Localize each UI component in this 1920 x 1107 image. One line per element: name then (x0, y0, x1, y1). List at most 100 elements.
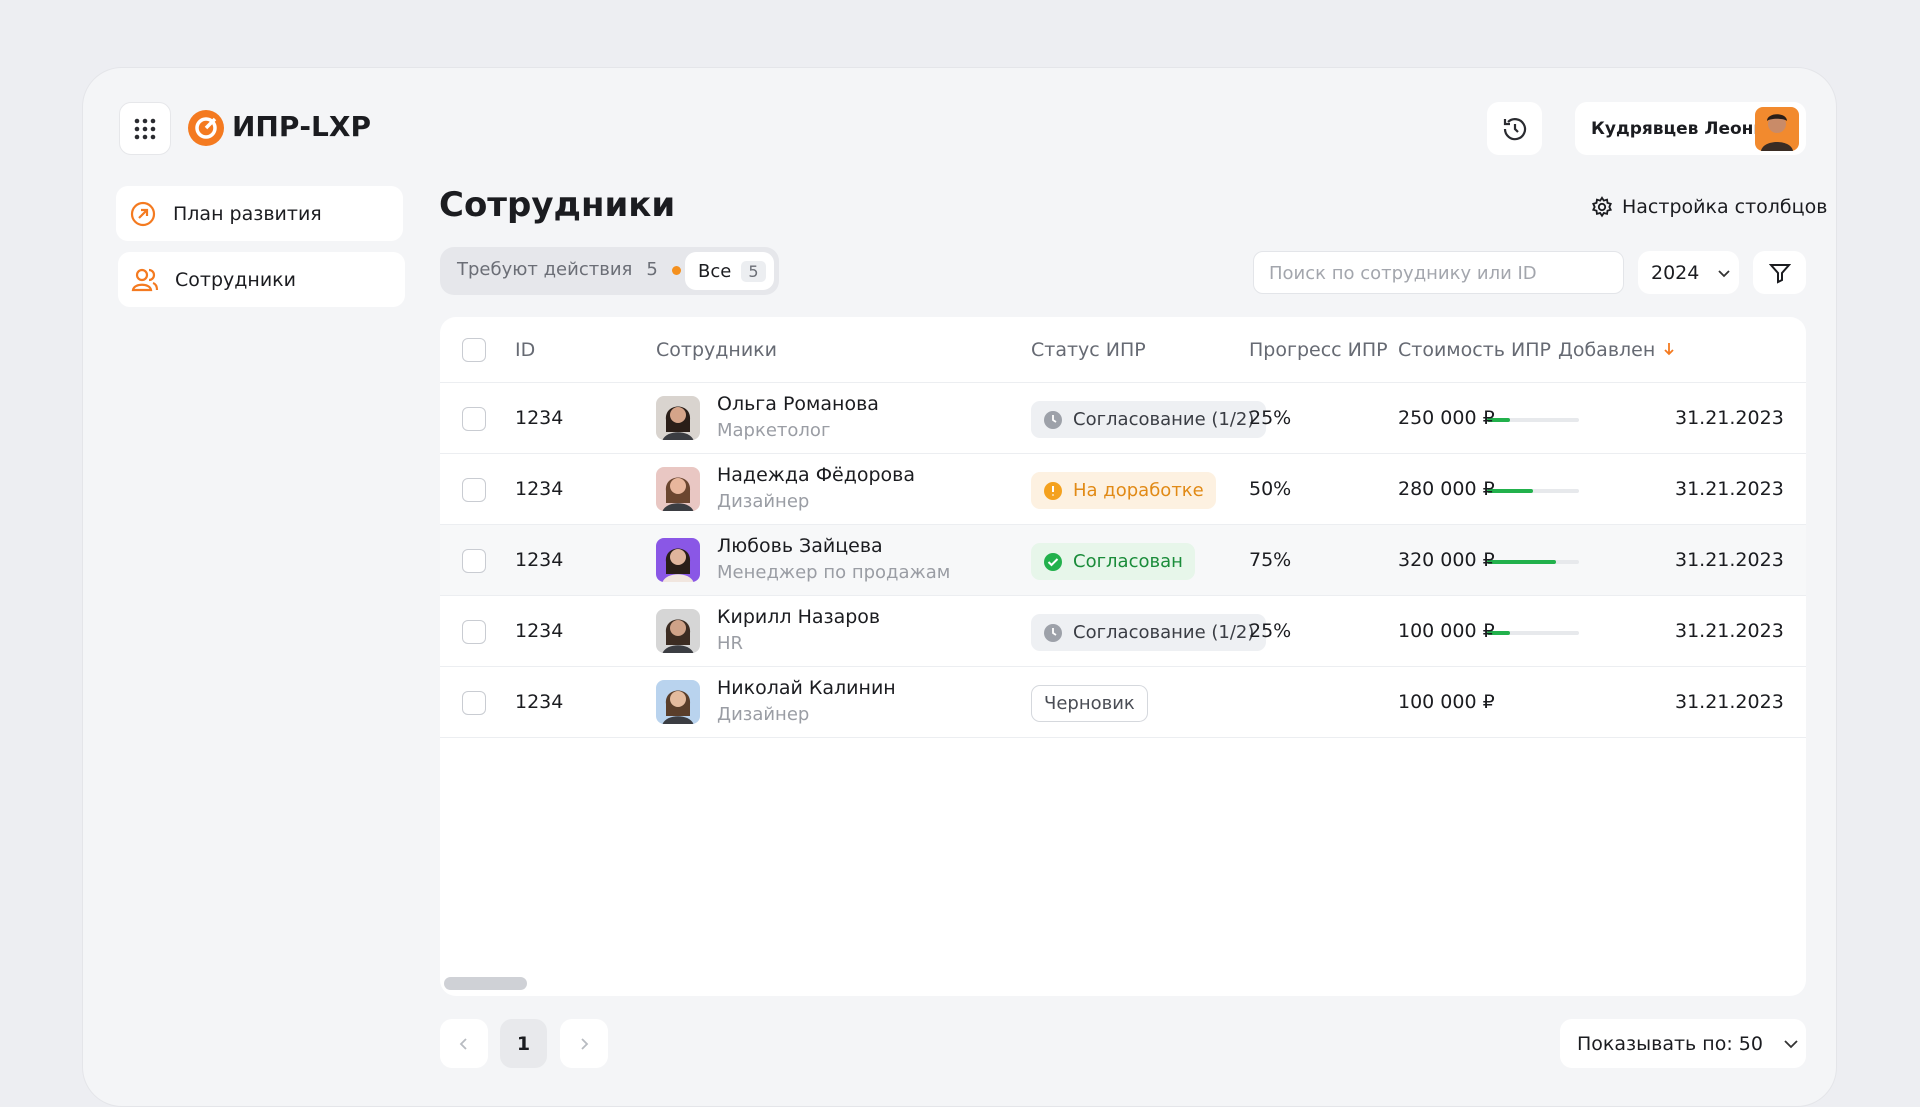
checkbox[interactable] (462, 338, 486, 362)
columns-settings[interactable]: Настройка столбцов (1591, 196, 1827, 218)
avatar-image (662, 406, 694, 440)
progress-label: 75% (1249, 549, 1292, 571)
tab-label: Требуют действия (457, 259, 633, 280)
next-page[interactable] (560, 1019, 608, 1068)
page: ИПР-LXP Кудрявцев Леонид План развития С… (82, 67, 1837, 1107)
status-badge: Согласование (1/2) (1031, 614, 1267, 651)
employee-id: 1234 (515, 478, 564, 500)
column-header: Статус ИПР (1031, 339, 1146, 361)
progress-track (1487, 631, 1579, 635)
progress-bar (1487, 560, 1556, 564)
prev-page[interactable] (440, 1019, 488, 1068)
status-label: Согласование (1/2) (1073, 622, 1255, 643)
employee-id: 1234 (515, 549, 564, 571)
tab-dot (671, 265, 681, 275)
added-date: 31.21.2023 (1675, 691, 1784, 713)
app-name: ИПР-LXP (232, 110, 371, 143)
avatar (656, 396, 700, 440)
column-header: Прогресс ИПР (1249, 339, 1388, 361)
nav-item[interactable]: План развития (116, 186, 403, 241)
avatar (656, 538, 700, 582)
avatar (656, 609, 700, 653)
cost: 100 000 ₽ (1398, 620, 1495, 642)
added-date: 31.21.2023 (1675, 549, 1784, 571)
added-date: 31.21.2023 (1675, 620, 1784, 642)
year-select[interactable]: 2024 (1638, 251, 1739, 294)
progress-label: 25% (1249, 407, 1292, 429)
column-header: Стоимость ИПР (1398, 339, 1551, 361)
logo-icon (188, 110, 224, 146)
progress-label: 25% (1249, 620, 1292, 642)
employee-role: Дизайнер (717, 491, 810, 512)
avatar-image (662, 619, 694, 653)
status-badge: Черновик (1031, 685, 1148, 722)
user-name: Кудрявцев Леонид (1591, 118, 1780, 139)
user-avatar (1755, 107, 1799, 151)
employee-name: Николай Калинин (717, 677, 896, 699)
status-label: На доработке (1073, 480, 1204, 501)
progress-bar (1487, 489, 1533, 493)
employee-name: Ольга Романова (717, 393, 879, 415)
year-value: 2024 (1651, 261, 1700, 284)
tab-count: 5 (646, 259, 658, 280)
employee-id: 1234 (515, 407, 564, 429)
settings-label: Настройка столбцов (1622, 196, 1828, 218)
checkbox[interactable] (462, 549, 486, 573)
employee-id: 1234 (515, 620, 564, 642)
table-row: 1234 Надежда Фёдорова Дизайнер На доработке… (440, 454, 1806, 525)
checkbox[interactable] (462, 478, 486, 502)
user-menu[interactable]: Кудрявцев Леонид (1575, 102, 1806, 155)
employee-role: Менеджер по продажам (717, 562, 951, 583)
employee-role: Дизайнер (717, 704, 810, 725)
scrollbar[interactable] (444, 977, 527, 990)
progress-bar (1487, 631, 1510, 635)
page-size[interactable]: Показывать по: 50 (1560, 1019, 1806, 1068)
checkbox[interactable] (462, 620, 486, 644)
cost: 280 000 ₽ (1398, 478, 1495, 500)
status-label: Согласование (1/2) (1073, 409, 1255, 430)
progress-track (1487, 489, 1579, 493)
table-header: ID Сотрудники Статус ИПР Прогресс ИПР Стоимо… (440, 317, 1806, 383)
tabs: Требуют действия 5 Все 5 (440, 247, 779, 295)
avatar-image (662, 690, 694, 724)
history-button[interactable] (1487, 102, 1542, 155)
employee-id: 1234 (515, 691, 564, 713)
tab-label: Все (698, 260, 732, 282)
table-row: 1234 Любовь Зайцева Менеджер по продажам Со… (440, 525, 1806, 596)
status-badge: Согласование (1/2) (1031, 401, 1267, 438)
search-input[interactable]: Поиск по сотруднику или ID (1253, 251, 1624, 294)
nav-item[interactable]: Сотрудники (118, 252, 405, 307)
status-badge: Согласован (1031, 543, 1195, 580)
employee-name: Надежда Фёдорова (717, 464, 916, 486)
avatar (656, 680, 700, 724)
nav-label: Сотрудники (175, 268, 296, 291)
employee-name: Любовь Зайцева (717, 535, 883, 557)
avatar-image (662, 548, 694, 582)
sort-icon (1664, 343, 1674, 356)
employee-name: Кирилл Назаров (717, 606, 881, 628)
checkbox[interactable] (462, 691, 486, 715)
progress-track (1487, 418, 1579, 422)
employee-role: HR (717, 633, 744, 654)
table-row: 1234 Николай Калинин Дизайнер Черновик 100 0… (440, 667, 1806, 738)
page-number[interactable]: 1 (500, 1019, 547, 1068)
tab[interactable]: Требуют действия 5 (457, 259, 681, 280)
filter-button[interactable] (1753, 251, 1806, 294)
column-header: Добавлен (1558, 339, 1675, 361)
added-date: 31.21.2023 (1675, 407, 1784, 429)
status-label: Согласован (1073, 551, 1183, 572)
progress-label: 50% (1249, 478, 1292, 500)
page-title: Сотрудники (439, 185, 676, 225)
avatar (656, 467, 700, 511)
column-header: ID (515, 339, 536, 361)
tab[interactable]: Все 5 (685, 252, 774, 290)
table-row: 1234 Ольга Романова Маркетолог Согласование… (440, 383, 1806, 454)
checkbox[interactable] (462, 407, 486, 431)
table-row: 1234 Кирилл Назаров HR Согласование (1/2) 25… (440, 596, 1806, 667)
column-header: Сотрудники (656, 339, 777, 361)
cost: 250 000 ₽ (1398, 407, 1495, 429)
avatar-image (662, 477, 694, 511)
added-date: 31.21.2023 (1675, 478, 1784, 500)
cost: 320 000 ₽ (1398, 549, 1495, 571)
apps-button[interactable] (119, 102, 171, 155)
